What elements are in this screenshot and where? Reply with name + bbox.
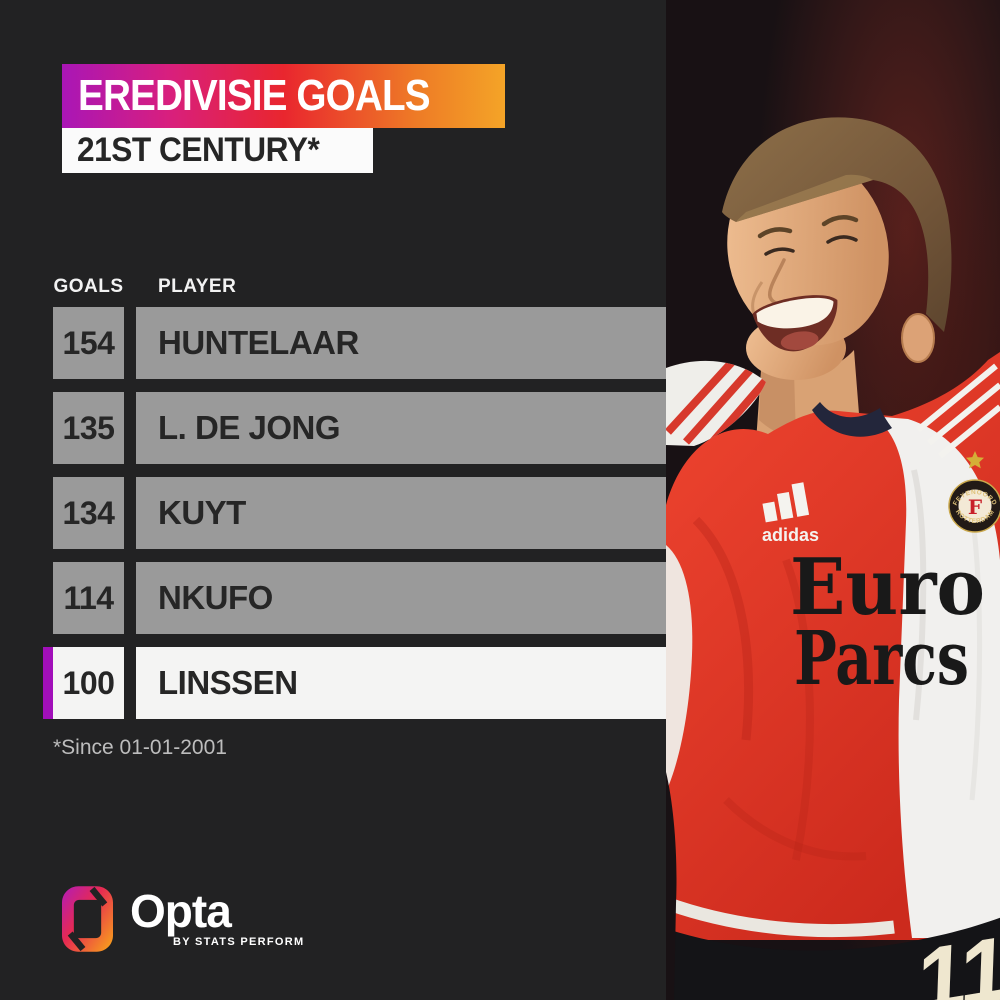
footnote: *Since 01-01-2001 <box>53 736 227 759</box>
goals-cell: 100 <box>53 647 124 719</box>
column-header-goals: GOALS <box>53 276 124 297</box>
player-cell: HUNTELAAR <box>136 307 667 379</box>
adidas-wordmark: adidas <box>762 525 819 545</box>
title-banner: EREDIVISIE GOALS <box>62 64 505 128</box>
page-title: EREDIVISIE GOALS <box>78 71 431 120</box>
subtitle-banner: 21ST CENTURY* <box>62 128 373 173</box>
background-edge <box>666 772 677 1000</box>
goals-cell: 135 <box>53 392 124 464</box>
brand-text: Opta BY STATS PERFORM <box>130 885 305 948</box>
table-row: 134 KUYT <box>53 477 667 549</box>
feyenoord-shirt: adidas F FEYENOORD ROTTERDAM <box>666 352 1000 940</box>
leaderboard: 154 HUNTELAAR 135 L. DE JONG 134 KUYT 11… <box>43 307 667 732</box>
ear <box>901 313 935 363</box>
laughing-mouth <box>752 295 838 352</box>
opta-branding: Opta BY STATS PERFORM <box>62 886 304 952</box>
goals-cell: 154 <box>53 307 124 379</box>
table-header: GOALS PLAYER <box>53 276 667 298</box>
opta-logo-icon <box>62 886 113 952</box>
player-photo: adidas F FEYENOORD ROTTERDAM <box>666 0 1000 1000</box>
player-cell: LINSSEN <box>136 647 667 719</box>
brand-name: Opta <box>130 885 232 938</box>
brand-byline: BY STATS PERFORM <box>173 935 305 948</box>
feyenoord-crest: F FEYENOORD ROTTERDAM <box>948 451 1000 533</box>
table-row-highlighted: 100 LINSSEN <box>43 647 667 719</box>
table-row: 154 HUNTELAAR <box>53 307 667 379</box>
shirt-sponsor-text: Euro Parcs <box>790 542 985 702</box>
eyes <box>764 247 795 256</box>
goals-cell: 114 <box>53 562 124 634</box>
collar <box>812 402 892 437</box>
svg-text:F: F <box>968 495 982 519</box>
shorts: 11 <box>666 917 1000 1000</box>
goals-cell: 134 <box>53 477 124 549</box>
player-cell: NKUFO <box>136 562 667 634</box>
adidas-logo-icon: adidas <box>762 482 819 545</box>
table-row: 114 NKUFO <box>53 562 667 634</box>
sponsor-line-1: Euro <box>790 542 985 633</box>
sponsor-line-2: Parcs <box>794 616 969 702</box>
highlight-accent-bar <box>43 647 53 719</box>
shorts-number: 11 <box>908 919 1000 1000</box>
player-cell: L. DE JONG <box>136 392 667 464</box>
crest-star <box>966 451 984 469</box>
player-cell: KUYT <box>136 477 667 549</box>
table-row: 135 L. DE JONG <box>53 392 667 464</box>
column-header-player: PLAYER <box>158 276 237 297</box>
page-subtitle: 21ST CENTURY* <box>77 131 320 169</box>
shirt-hem <box>666 896 895 938</box>
hair <box>722 117 952 332</box>
